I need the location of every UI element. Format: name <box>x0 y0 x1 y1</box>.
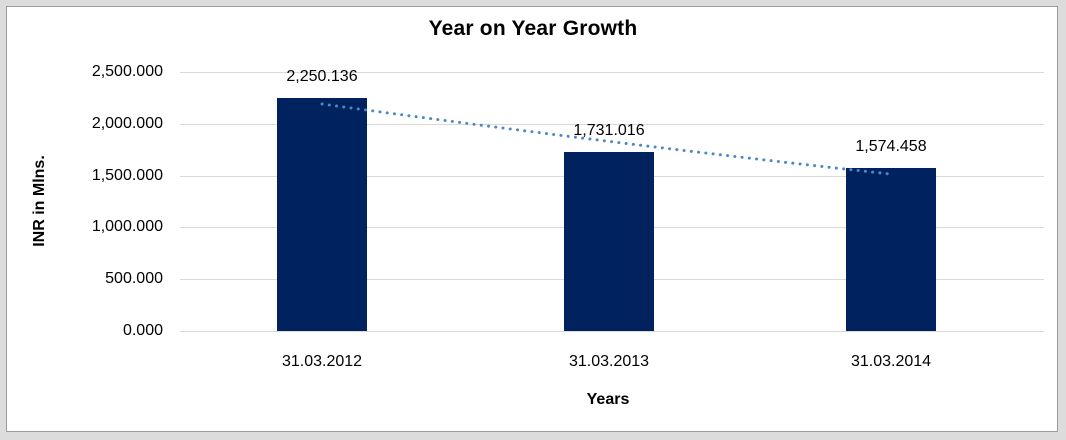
bar <box>564 152 654 331</box>
bar <box>846 168 936 331</box>
x-category-label: 31.03.2012 <box>281 353 363 370</box>
x-axis-title: Years <box>586 391 630 408</box>
y-tick-label: 0.000 <box>122 322 163 339</box>
x-category-label: 31.03.2013 <box>568 353 650 370</box>
chart-title: Year on Year Growth <box>428 17 638 40</box>
bar <box>277 98 367 331</box>
data-label: 2,250.136 <box>286 68 358 85</box>
y-tick-label: 2,500.000 <box>91 63 163 80</box>
data-label: 1,574.458 <box>855 138 927 155</box>
gridline <box>180 72 1044 73</box>
gridline <box>180 331 1044 332</box>
y-tick-label: 500.000 <box>105 270 163 287</box>
x-category-label: 31.03.2014 <box>850 353 932 370</box>
y-tick-label: 2,000.000 <box>91 115 163 132</box>
y-axis-title: INR in Mlns. <box>31 155 48 247</box>
y-tick-label: 1,000.000 <box>91 218 163 235</box>
data-label: 1,731.016 <box>573 122 645 139</box>
y-tick-label: 1,500.000 <box>91 167 163 184</box>
